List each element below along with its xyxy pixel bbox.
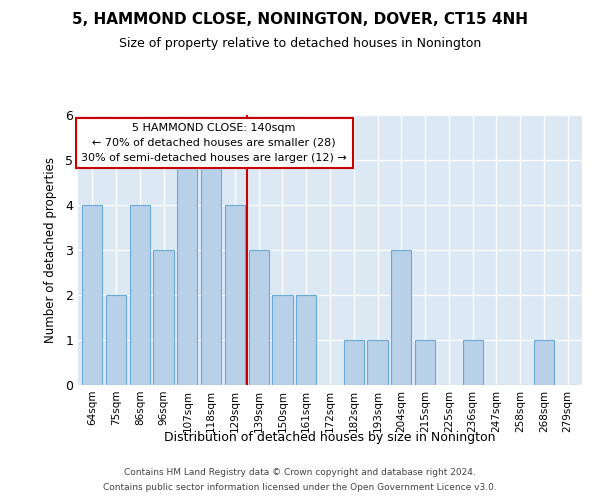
Y-axis label: Number of detached properties: Number of detached properties: [44, 157, 57, 343]
Text: Distribution of detached houses by size in Nonington: Distribution of detached houses by size …: [164, 431, 496, 444]
Bar: [296, 295, 316, 385]
Bar: [534, 340, 554, 385]
Text: 5, HAMMOND CLOSE, NONINGTON, DOVER, CT15 4NH: 5, HAMMOND CLOSE, NONINGTON, DOVER, CT15…: [72, 12, 528, 28]
Bar: [106, 295, 126, 385]
Bar: [154, 250, 173, 385]
Bar: [201, 160, 221, 385]
Bar: [130, 205, 150, 385]
Bar: [463, 340, 483, 385]
Bar: [367, 340, 388, 385]
Text: Size of property relative to detached houses in Nonington: Size of property relative to detached ho…: [119, 38, 481, 51]
Bar: [225, 205, 245, 385]
Bar: [391, 250, 412, 385]
Text: Contains HM Land Registry data © Crown copyright and database right 2024.: Contains HM Land Registry data © Crown c…: [124, 468, 476, 477]
Bar: [415, 340, 435, 385]
Text: Contains public sector information licensed under the Open Government Licence v3: Contains public sector information licen…: [103, 483, 497, 492]
Bar: [344, 340, 364, 385]
Bar: [272, 295, 293, 385]
Bar: [248, 250, 269, 385]
Text: 5 HAMMOND CLOSE: 140sqm
← 70% of detached houses are smaller (28)
30% of semi-de: 5 HAMMOND CLOSE: 140sqm ← 70% of detache…: [81, 123, 347, 162]
Bar: [82, 205, 103, 385]
Bar: [177, 160, 197, 385]
